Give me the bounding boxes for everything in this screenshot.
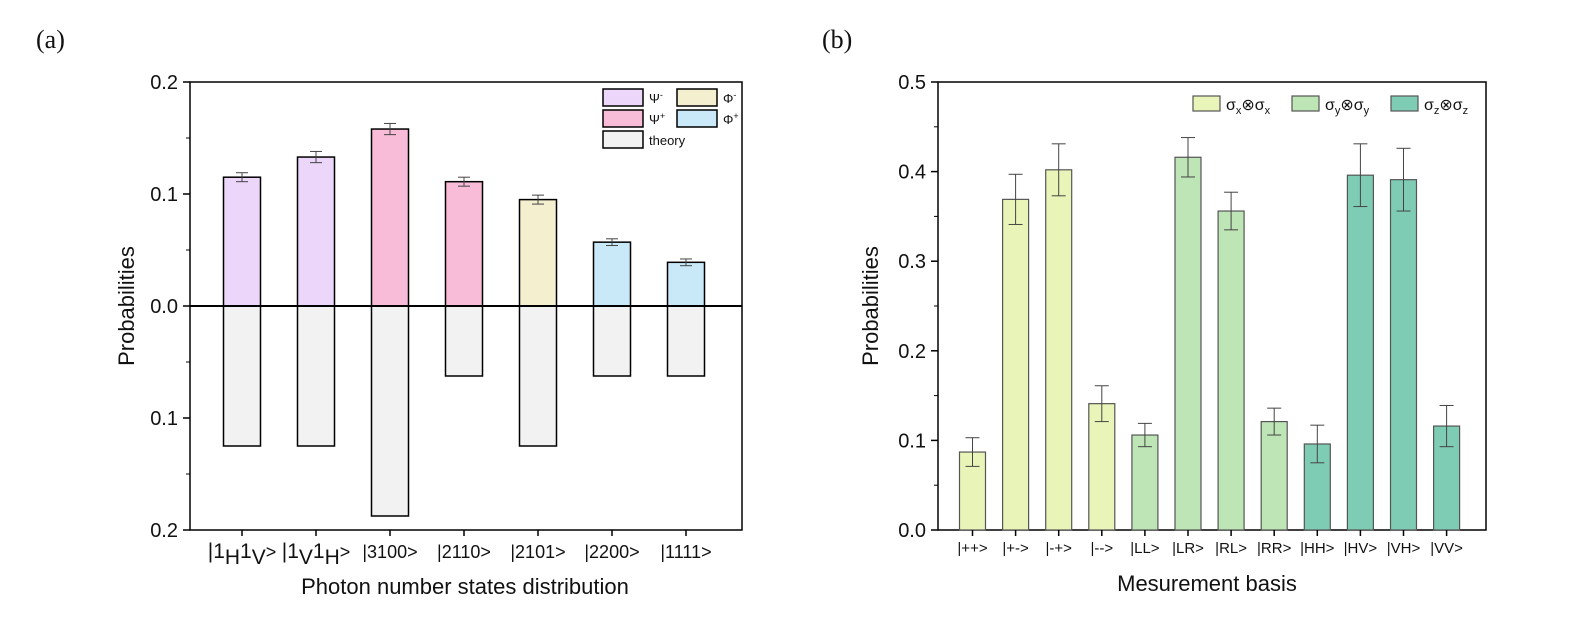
panel-a-label: (a) (36, 25, 65, 54)
chart-a-legend-swatch (602, 130, 644, 149)
chart-b-x-tick-label: |LL> (1130, 540, 1160, 557)
chart-b-bar (1174, 156, 1202, 531)
chart-b-legend-label: σy⊗σy (1325, 97, 1370, 117)
chart-a-x-tick-label: |1H1V> (208, 540, 277, 569)
chart-a-x-tick-label: |2101> (510, 542, 565, 562)
chart-a-bar-experiment (444, 180, 484, 307)
chart-a-legend-label: Φ+ (723, 111, 739, 127)
chart-a-y-axis-label: Probabilities (114, 246, 139, 366)
chart-a-y-tick-label: 0.2 (150, 520, 178, 542)
chart-b-legend-label: σx⊗σx (1226, 97, 1271, 117)
chart-a-legend-label: theory (649, 133, 686, 148)
chart-a-bar-theory (518, 305, 558, 447)
chart-b-x-tick-label: |--> (1090, 540, 1113, 557)
chart-b-x-tick-label: |-+> (1045, 540, 1072, 557)
chart-a-bar-experiment (518, 198, 558, 307)
chart-a-legend-label: Φ- (723, 90, 736, 106)
chart-b-x-tick-label: |RR> (1257, 540, 1292, 557)
chart-a-bar-experiment (370, 128, 410, 307)
chart-b-x-tick-label: |++> (957, 540, 987, 557)
chart-a-x-tick-label: |1111> (660, 542, 711, 562)
chart-a-bar-experiment (222, 176, 262, 307)
chart-a-y-tick-label: 0.1 (150, 184, 178, 206)
chart-a-legend-swatch (602, 88, 644, 107)
chart-b-bar (1260, 420, 1288, 531)
chart-b-x-axis-label: Mesurement basis (1117, 571, 1297, 596)
chart-b-bar (1217, 210, 1245, 531)
chart-a-bar-theory (592, 305, 632, 377)
chart-b-bar (1389, 179, 1418, 531)
chart-a-bar-theory (370, 305, 410, 517)
chart-b: 0.0 0.1 0.2 0.3 0.4 0.5 |++> |+-> |-+> |--> |LL> |L… (898, 72, 1487, 557)
chart-b-y-tick-label: 0.1 (898, 430, 926, 452)
chart-b-legend-swatch (1192, 95, 1221, 112)
chart-b-y-tick-label: 0.2 (898, 341, 926, 363)
chart-b-legend-label: σz⊗σz (1424, 97, 1468, 117)
chart-a-x-axis-label: Photon number states distribution (301, 574, 629, 599)
chart-a: 0.2 0.1 0.0 0.1 0.2 |1H1V> |1V1H> |3100> |2110> |… (150, 72, 743, 569)
chart-a-bar-theory (666, 305, 706, 377)
chart-a-y-tick-label: 0.1 (150, 408, 178, 430)
chart-b-x-tick-label: |+-> (1002, 540, 1029, 557)
chart-b-bar (1131, 434, 1159, 531)
chart-b-legend-swatch (1291, 95, 1320, 112)
chart-a-legend-swatch (676, 88, 718, 107)
chart-a-x-tick-label: |1V1H> (282, 540, 351, 569)
chart-b-bar (1045, 169, 1073, 531)
chart-b-bar (1088, 403, 1116, 531)
chart-b-y-tick-label: 0.4 (898, 162, 926, 184)
chart-b-x-tick-label: |VV> (1430, 540, 1463, 557)
chart-a-x-tick-label: |2110> (437, 542, 491, 562)
chart-b-y-tick-label: 0.0 (898, 520, 926, 542)
chart-b-x-tick-label: |VH> (1387, 540, 1421, 557)
chart-b-bar (1001, 198, 1030, 531)
chart-a-legend-label: Ψ+ (649, 111, 665, 127)
chart-b-x-tick-label: |HV> (1344, 540, 1378, 557)
chart-a-bar-theory (296, 305, 336, 447)
chart-a-x-tick-label: |2200> (584, 542, 639, 562)
chart-a-bar-theory (444, 305, 484, 377)
chart-a-bar-experiment (592, 241, 632, 307)
chart-a-legend-swatch (602, 109, 644, 128)
chart-b-bar (1346, 174, 1375, 531)
chart-a-legend-label: Ψ- (649, 90, 663, 106)
chart-b-x-tick-label: |RL> (1215, 540, 1247, 557)
chart-a-bar-experiment (296, 156, 336, 307)
chart-b-x-tick-label: |LR> (1172, 540, 1204, 557)
chart-b-x-tick-label: |HH> (1300, 540, 1335, 557)
chart-a-y-tick-label: 0.2 (150, 72, 178, 94)
chart-a-x-tick-label: |3100> (362, 542, 417, 562)
chart-b-legend-swatch (1390, 95, 1419, 112)
panel-b-label: (b) (822, 25, 852, 54)
chart-a-bar-theory (222, 305, 262, 447)
chart-b-y-tick-label: 0.5 (898, 72, 926, 94)
chart-a-bar-experiment (666, 261, 706, 307)
chart-b-y-axis-label: Probabilities (858, 246, 883, 366)
chart-a-legend-swatch (676, 109, 718, 128)
chart-a-y-tick-label: 0.0 (150, 296, 178, 318)
chart-b-y-tick-label: 0.3 (898, 251, 926, 273)
